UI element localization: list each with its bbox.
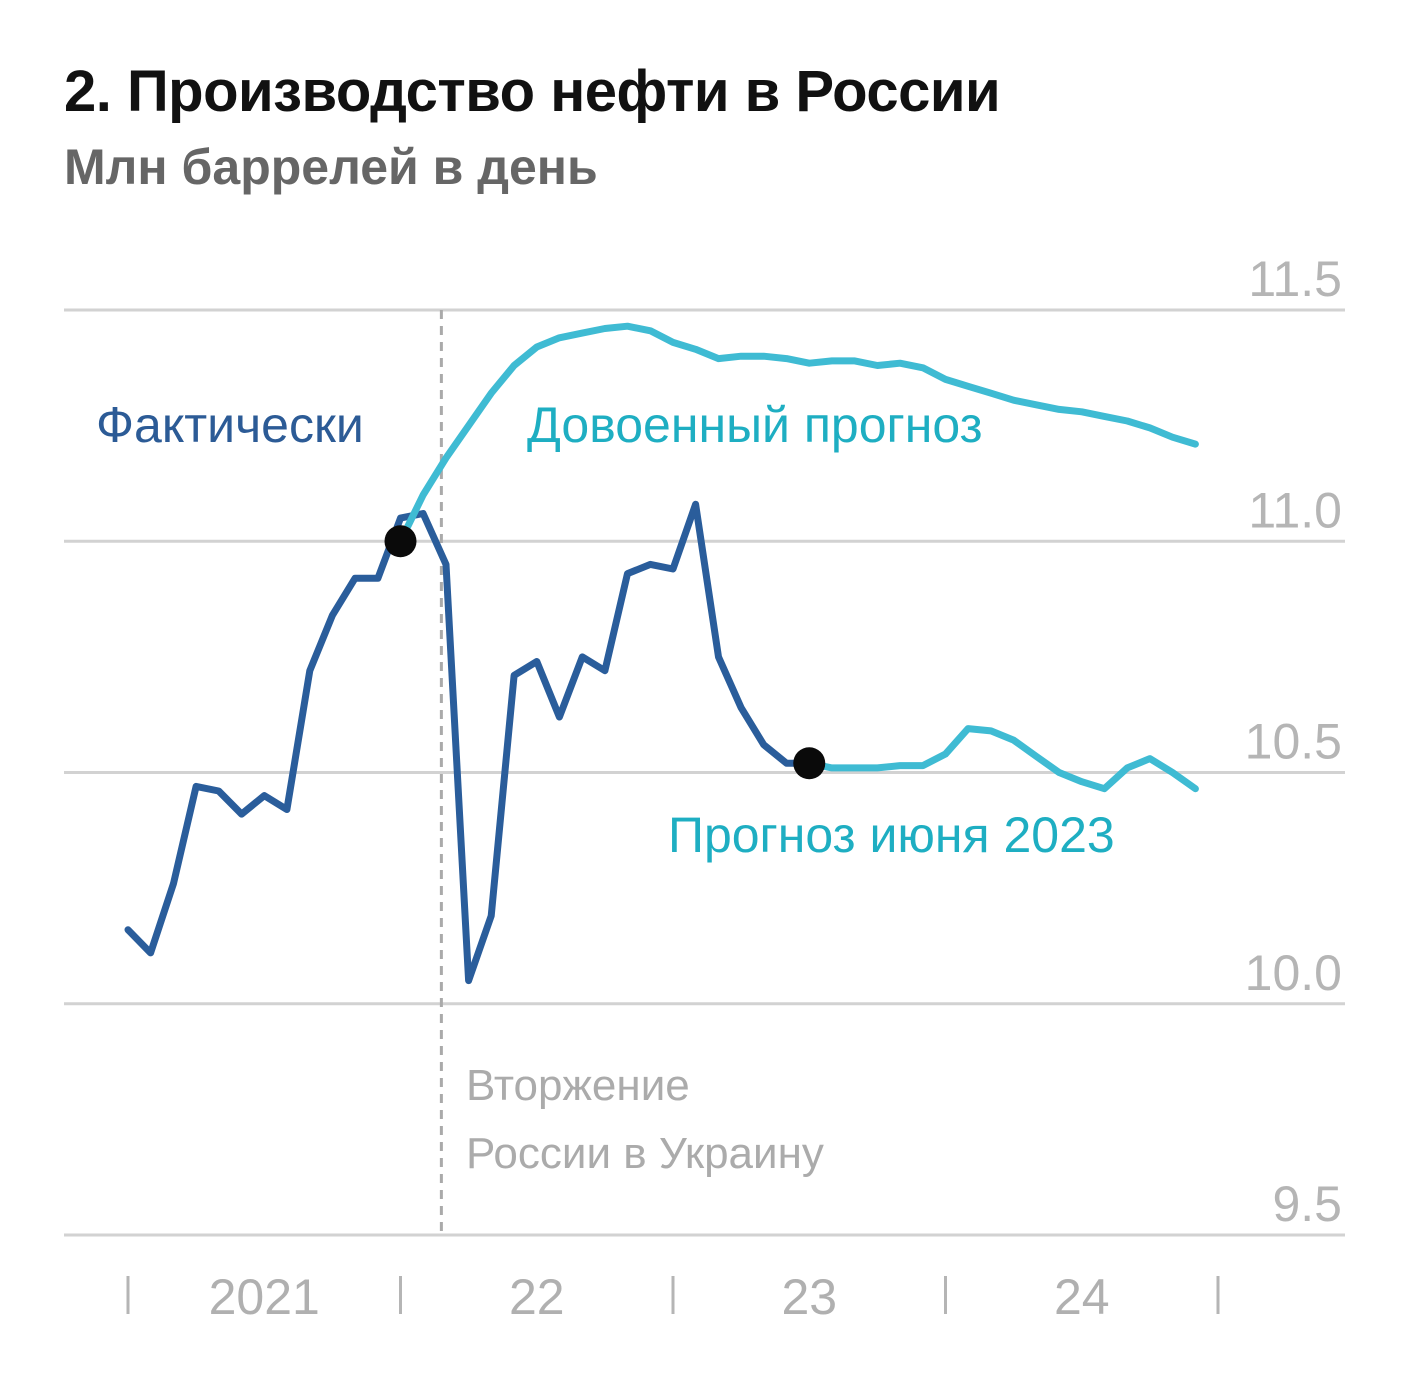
- x-tick-label: 24: [1054, 1269, 1110, 1325]
- grid-lines: [64, 308, 1345, 1237]
- y-tick-label: 9.5: [1272, 1176, 1342, 1232]
- label-prewar-forecast: Довоенный прогноз: [527, 397, 983, 453]
- y-tick-label: 10.5: [1245, 714, 1342, 770]
- label-june-forecast: Прогноз июня 2023: [668, 807, 1115, 863]
- x-axis: 2021 22 23 24: [126, 1269, 1220, 1325]
- chart-subtitle: Млн баррелей в день: [64, 139, 598, 195]
- x-tick-label: 23: [781, 1269, 837, 1325]
- series-line-2: [805, 725, 1199, 793]
- y-axis: 11.5 11.0 10.5 10.0 9.5: [1245, 251, 1342, 1232]
- y-tick-label: 10.0: [1245, 945, 1342, 1001]
- x-tick-label: 2021: [209, 1269, 320, 1325]
- series-lines: [124, 322, 1199, 985]
- point-marker: [793, 747, 826, 780]
- label-actual: Фактически: [96, 397, 364, 453]
- x-tick-label: 22: [509, 1269, 565, 1325]
- y-tick-label: 11.0: [1248, 482, 1342, 538]
- markers: [384, 525, 826, 780]
- point-marker: [384, 525, 417, 558]
- y-tick-label: 11.5: [1248, 251, 1342, 307]
- series-line-0: [124, 500, 825, 985]
- invasion-label-line2: России в Украину: [466, 1129, 824, 1178]
- series-line-1: [397, 322, 1199, 545]
- invasion-label-line1: Вторжение: [466, 1061, 690, 1110]
- chart-title: 2. Производство нефти в России: [64, 59, 1001, 124]
